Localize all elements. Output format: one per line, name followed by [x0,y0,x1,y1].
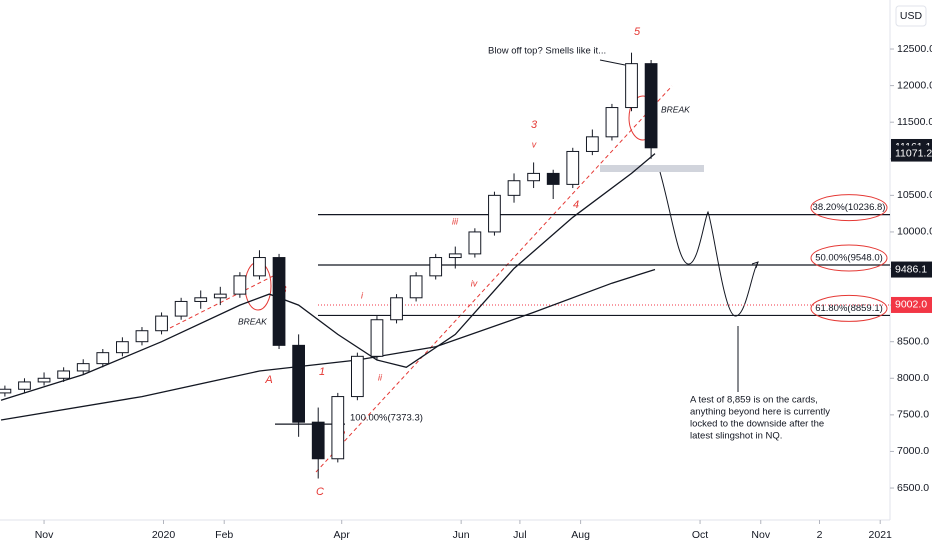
wave-label: 1 [319,366,325,378]
y-tick-label: 10500.0 [897,189,932,201]
projection [659,171,759,317]
candle-body [292,344,305,423]
candle-body [0,388,12,394]
x-tick-label: Feb [215,529,233,541]
candle-body [18,381,31,390]
note-line: locked to the downside after the [690,419,824,430]
currency-box[interactable] [895,5,927,27]
candle-body [468,231,482,255]
wave-label: 5 [634,26,641,38]
candle-body [331,396,345,460]
wave-label: A [264,374,272,386]
candle-body [155,315,168,332]
arrow-head [751,261,759,269]
candle-body [507,180,521,196]
fib-label: 100.00%(7373.3) [350,413,423,424]
y-tick-label: 7500.0 [897,409,929,421]
x-tick-label: Oct [692,529,708,541]
annotation: Blow off top? Smells like it... [488,46,606,57]
candle-body [585,136,599,152]
candle-body [390,297,403,321]
price-label: 9002.0 [895,299,927,311]
candle-body [311,421,325,460]
candle-body [116,341,129,354]
note-line: anything beyond here is currently [690,407,830,418]
x-tick-label: Nov [751,529,770,541]
x-tick-label: 2020 [152,529,176,541]
candle-body [409,275,423,299]
wave-label: v [532,139,537,149]
fib-label: 38.20%(10236.8) [813,202,886,213]
candle-body [566,150,580,185]
moving-average [0,268,656,421]
fib-circle [810,194,888,222]
price-label: 11071.2 [895,147,932,159]
wave-label: C [316,486,324,498]
x-tick-label: Apr [334,529,351,541]
y-tick-label: 10000.0 [897,226,932,238]
y-tick-label: 12000.0 [897,79,932,91]
fib-label: 61.80%(8859.1) [815,303,883,314]
wave-label: ii [378,372,383,382]
wave-label: 4 [573,199,579,211]
candle-body [605,107,619,138]
price-label-box [891,145,932,162]
candle-body [370,319,384,357]
candle-body [350,355,364,398]
fib-circle [810,244,888,272]
drawings: USD [0,0,927,521]
x-tick-label: Jun [453,529,470,541]
fib-circle [810,294,888,322]
candle-body [213,293,227,299]
trendline [315,85,673,473]
candle-body [644,63,658,149]
candle-body [546,172,560,185]
candle-body [488,194,501,233]
candle-body [448,253,462,259]
candle-body [76,363,90,372]
candle-body [233,275,247,295]
price-label-box [891,296,932,313]
x-tick-label: Jul [513,529,526,541]
y-tick-label: 7000.0 [897,445,929,457]
fib-label: 50.00%(9548.0) [815,253,883,264]
support-zone [600,165,704,172]
candle-body [253,257,266,277]
candle-body [37,377,51,383]
wave-label: i [361,290,364,300]
price-label-box [891,261,932,278]
candle-body [57,370,71,379]
wave-label: iii [452,216,459,226]
candle-body [194,297,208,302]
currency: USD [900,10,923,22]
wave-label: 3 [531,119,538,131]
candle-body [625,63,638,109]
candle-body [272,257,286,346]
x-tick-label: 2021 [869,529,893,541]
y-tick-label: 8000.0 [897,372,929,384]
y-tick-label: 8500.0 [897,335,929,347]
candle-body [429,257,443,277]
candle-body [96,352,110,365]
x-tick-label: 2 [817,529,823,541]
trendline [169,269,286,329]
x-tick-label: Aug [571,529,590,541]
moving-average [0,153,656,401]
candle-body [527,172,540,182]
price-label: 9486.1 [895,263,927,275]
x-tick-label: Nov [35,529,54,541]
wave-label: iv [471,278,478,288]
y-tick-label: 12500.0 [897,43,932,55]
annotation: BREAK [238,316,267,326]
note-line: latest slingshot in NQ. [690,431,782,442]
note-line: A test of 8,859 is on the cards, [690,395,818,406]
annotation: BREAK [661,104,690,114]
pointer [599,59,626,66]
candle-body [135,330,149,343]
y-tick-label: 6500.0 [897,482,929,494]
y-tick-label: 11500.0 [897,116,932,128]
candle-body [174,300,188,317]
